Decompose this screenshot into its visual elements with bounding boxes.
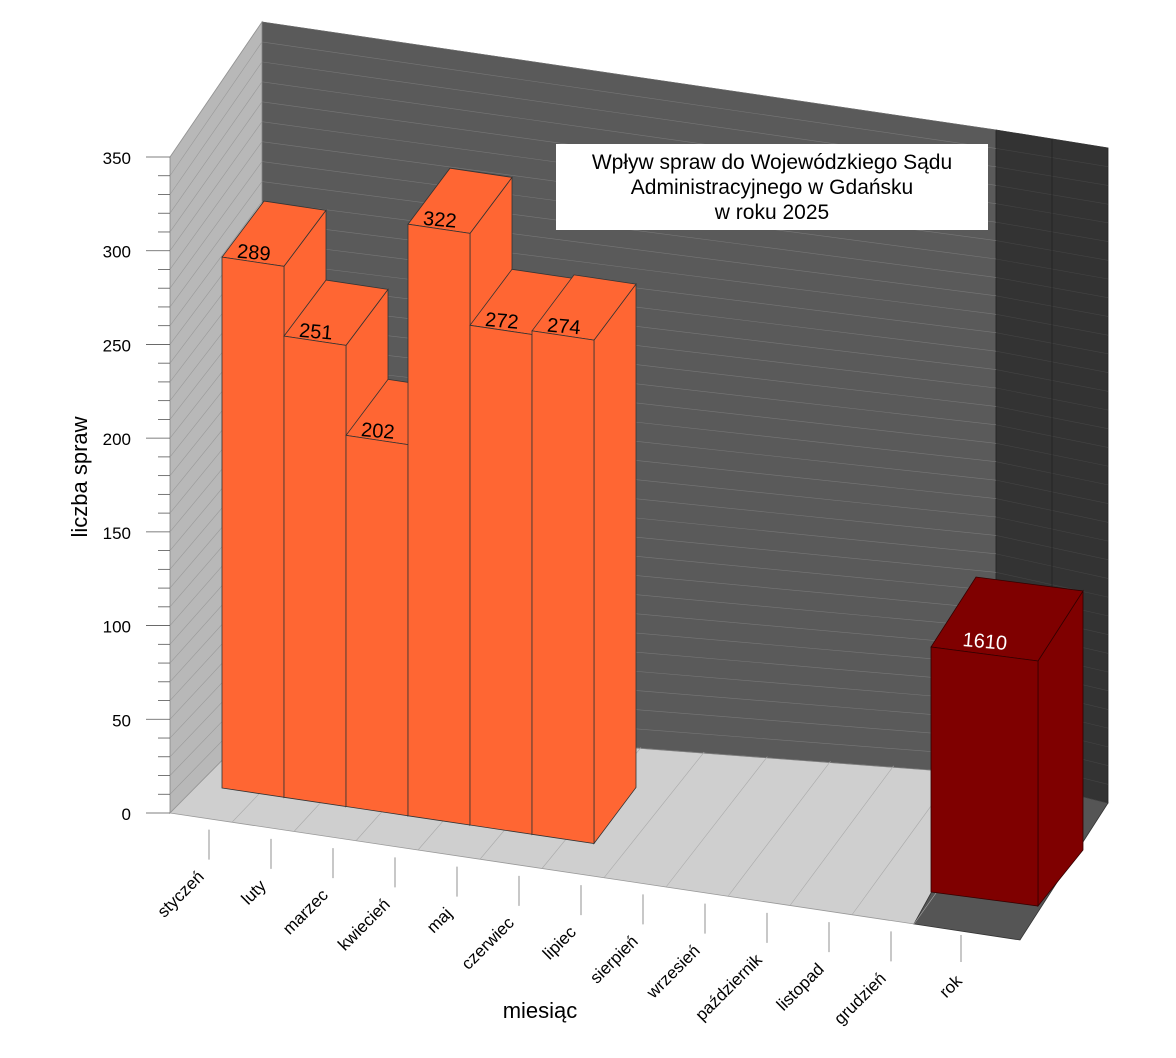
left-gridline: [169, 141, 263, 270]
bar-side: [593, 282, 637, 845]
x-tick-label: grudzień: [830, 969, 890, 1029]
y-tick-label: 150: [103, 524, 131, 543]
y-tick-label: 300: [103, 243, 131, 262]
x-tick-label: czerwiec: [458, 913, 519, 974]
bar-value-label: 272: [484, 309, 519, 334]
y-axis-label: liczba spraw: [67, 416, 92, 537]
bar-value-label: 289: [236, 241, 271, 266]
bar: [221, 256, 285, 798]
y-tick-label: 350: [103, 149, 131, 168]
floor-divider: [603, 751, 705, 878]
bar: [283, 335, 347, 807]
bar-value-label: 322: [422, 208, 457, 233]
chart-title-line-2: Administracyjnego w Gdańsku: [630, 175, 914, 199]
chart-title-line-1: Wpływ spraw do Wojewódzkiego Sądu: [591, 150, 953, 174]
x-tick-label: maj: [423, 904, 456, 937]
bar: [531, 330, 595, 844]
x-tick-label: styczeń: [154, 867, 208, 921]
left-gridline: [169, 201, 263, 326]
x-tick-label: lipiec: [539, 922, 580, 963]
floor-divider: [665, 756, 768, 888]
left-gridline: [169, 21, 263, 158]
floor-divider: [727, 761, 831, 897]
floor-divider: [789, 765, 894, 906]
bar-value-label: 274: [546, 315, 581, 340]
bar: [469, 324, 533, 835]
chart-title: Wpływ spraw do Wojewódzkiego Sądu Admini…: [556, 144, 988, 230]
back-gridline: [261, 21, 997, 131]
x-tick-label: wrzesień: [642, 941, 704, 1003]
x-tick-label: październik: [692, 950, 767, 1025]
x-tick-label: listopad: [773, 960, 828, 1015]
x-tick-label-total: rok: [936, 971, 966, 1001]
left-gridline: [169, 101, 263, 233]
left-gridline: [169, 161, 263, 289]
x-tick-label: luty: [238, 876, 270, 908]
bar: [407, 223, 471, 826]
x-tick-label: sierpień: [586, 932, 642, 988]
bar-value-label: 202: [360, 419, 395, 444]
x-axis-label: miesiąc: [503, 998, 578, 1023]
bar: [345, 434, 409, 817]
y-tick-label: 250: [103, 336, 131, 355]
back-gridline: [261, 41, 997, 149]
left-gridline: [169, 81, 263, 214]
x-tick-label: kwiecień: [334, 895, 394, 955]
back-gridline: [261, 221, 997, 315]
total-value-label: 1610: [962, 629, 1008, 655]
left-gridline: [169, 181, 263, 308]
left-gridline: [169, 41, 263, 176]
left-gridline: [169, 121, 263, 251]
y-tick-label: 200: [103, 430, 131, 449]
x-tick-label: marzec: [279, 885, 332, 938]
y-tick-label: 0: [122, 805, 131, 824]
total-bar: [930, 646, 1039, 907]
left-gridline: [169, 61, 263, 195]
y-tick-label: 50: [112, 711, 131, 730]
y-tick-label: 100: [103, 618, 131, 637]
bar-value-label: 251: [298, 320, 333, 345]
chart-title-line-3: w roku 2025: [714, 200, 830, 224]
back-gridline: [261, 201, 997, 297]
